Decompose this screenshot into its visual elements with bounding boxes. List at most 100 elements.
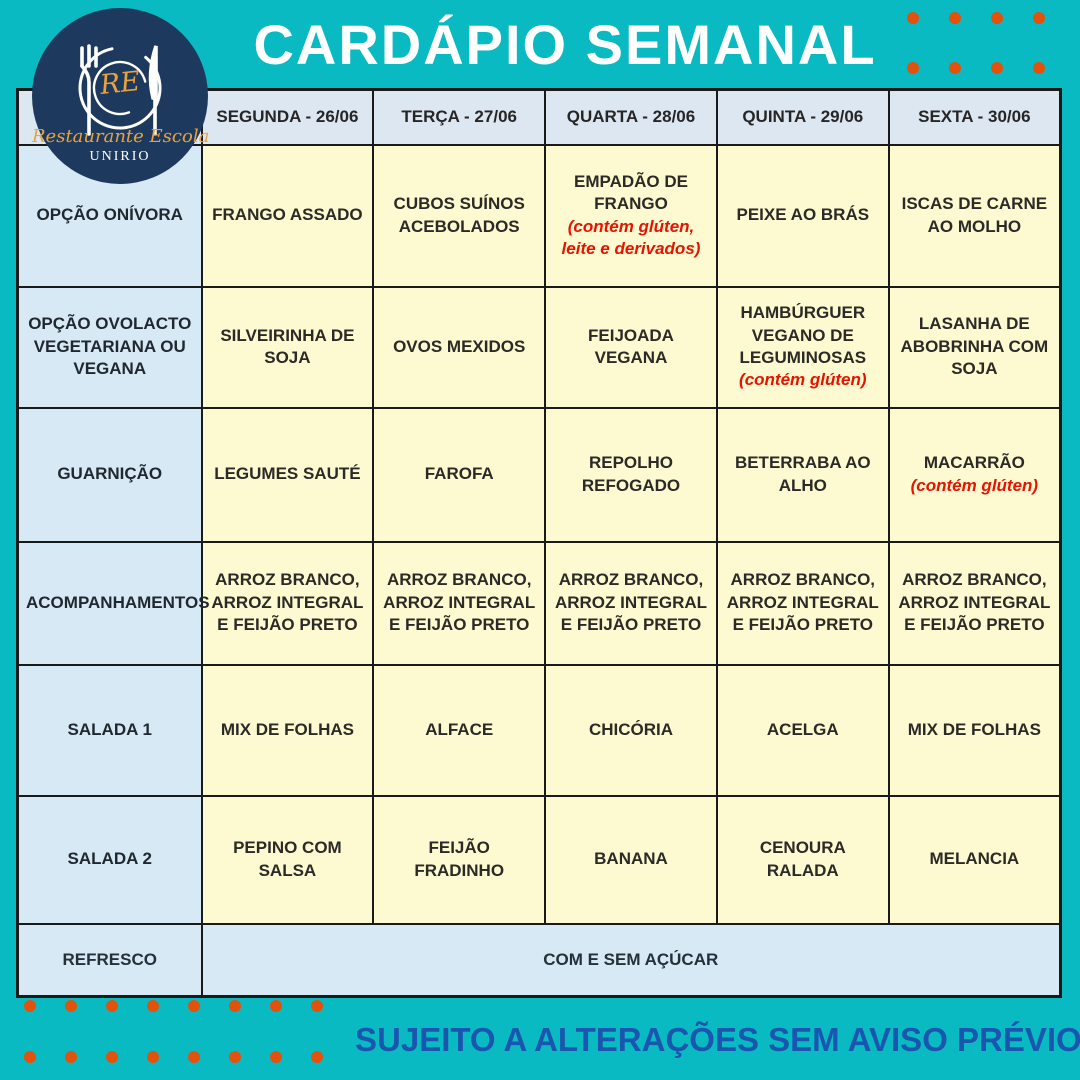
dot-icon	[24, 1000, 36, 1012]
restaurant-logo: RE Restaurante Escola UNIRIO	[32, 8, 210, 184]
dish-name: ARROZ BRANCO, ARROZ INTEGRAL E FEIJÃO PR…	[898, 570, 1051, 635]
day-header-cell: TERÇA - 27/06	[372, 88, 547, 146]
dot-icon	[907, 62, 919, 74]
dish-name: LEGUMES SAUTÉ	[214, 464, 361, 484]
dot-icon	[311, 1000, 323, 1012]
menu-cell: ARROZ BRANCO, ARROZ INTEGRAL E FEIJÃO PR…	[544, 540, 718, 666]
day-header-cell: QUARTA - 28/06	[544, 88, 718, 146]
dish-name: ARROZ BRANCO, ARROZ INTEGRAL E FEIJÃO PR…	[726, 570, 879, 635]
dot-icon	[229, 1051, 241, 1063]
menu-cell: LASANHA DE ABOBRINHA COM SOJA	[887, 285, 1062, 409]
dish-name: PEPINO COM SALSA	[233, 838, 342, 880]
menu-cell: PEIXE AO BRÁS	[715, 143, 890, 288]
menu-cell: ACELGA	[715, 663, 890, 797]
menu-cell: CENOURA RALADA	[715, 794, 890, 925]
row-label-cell: SALADA 2	[16, 794, 203, 925]
row-label-cell: ACOMPANHAMENTOS	[16, 540, 210, 666]
dish-name: OVOS MEXIDOS	[393, 336, 526, 356]
dot-icon	[949, 12, 961, 24]
allergen-note: (contém glúten, leite e derivados)	[561, 216, 701, 258]
dot-icon	[991, 62, 1003, 74]
dot-grid-top-right	[907, 12, 1045, 74]
menu-cell: SILVEIRINHA DE SOJA	[200, 285, 375, 409]
dish-name: HAMBÚRGUER VEGANO DE LEGUMINOSAS	[739, 303, 867, 367]
dish-name: ALFACE	[425, 719, 494, 739]
dish-name: FAROFA	[424, 464, 494, 484]
menu-cell: FEIJOADA VEGANA	[544, 285, 718, 409]
dot-icon	[147, 1051, 159, 1063]
table-row: SALADA 2 PEPINO COM SALSA FEIJÃO FRADINHO B…	[16, 794, 1062, 925]
logo-monogram: RE	[98, 65, 142, 102]
menu-cell: ARROZ BRANCO, ARROZ INTEGRAL E FEIJÃO PR…	[715, 540, 890, 666]
table-row: GUARNIÇÃO LEGUMES SAUTÉ FAROFA REPOLHO REFO…	[16, 406, 1062, 543]
menu-cell: PEPINO COM SALSA	[200, 794, 375, 925]
menu-table-body: OPÇÃO ONÍVORA FRANGO ASSADO CUBOS SUÍNOS A…	[16, 143, 1062, 998]
dish-name: ARROZ BRANCO, ARROZ INTEGRAL E FEIJÃO PR…	[383, 570, 536, 635]
table-row: SALADA 1 MIX DE FOLHAS ALFACE CHICÓRIA ACELG…	[16, 663, 1062, 797]
dish-name: MELANCIA	[929, 849, 1020, 869]
dot-icon	[229, 1000, 241, 1012]
dish-name: EMPADÃO DE FRANGO	[574, 171, 688, 214]
menu-cell: BANANA	[544, 794, 718, 925]
dot-icon	[24, 1051, 36, 1063]
dish-name: MIX DE FOLHAS	[907, 719, 1041, 739]
menu-cell: BETERRABA AO ALHO	[715, 406, 890, 543]
menu-cell: REPOLHO REFOGADO	[544, 406, 718, 543]
row-label-cell: REFRESCO	[16, 922, 203, 998]
page-title: CARDÁPIO SEMANAL	[253, 13, 877, 76]
menu-cell: MIX DE FOLHAS	[200, 663, 375, 797]
dish-name: MIX DE FOLHAS	[220, 719, 354, 739]
dish-name: CENOURA RALADA	[759, 838, 846, 880]
menu-table: SEGUNDA - 26/06 TERÇA - 27/06 QUARTA - 28/…	[16, 88, 1062, 998]
dish-name: ARROZ BRANCO, ARROZ INTEGRAL E FEIJÃO PR…	[211, 570, 364, 635]
logo-restaurant-name: Restaurante Escola	[32, 126, 210, 147]
dot-icon	[1033, 12, 1045, 24]
allergen-note: (contém glúten)	[739, 370, 867, 390]
table-row: OPÇÃO ONÍVORA FRANGO ASSADO CUBOS SUÍNOS A…	[16, 143, 1062, 288]
dot-icon	[188, 1000, 200, 1012]
menu-cell: ARROZ BRANCO, ARROZ INTEGRAL E FEIJÃO PR…	[372, 540, 547, 666]
menu-cell: EMPADÃO DE FRANGO (contém glúten, leite e…	[544, 143, 718, 288]
dot-icon	[907, 12, 919, 24]
menu-cell: LEGUMES SAUTÉ	[200, 406, 375, 543]
dot-icon	[311, 1051, 323, 1063]
dish-name: REPOLHO REFOGADO	[581, 453, 681, 495]
plate-cutlery-icon	[78, 44, 162, 136]
dot-icon	[106, 1051, 118, 1063]
menu-cell: ARROZ BRANCO, ARROZ INTEGRAL E FEIJÃO PR…	[887, 540, 1062, 666]
menu-cell: CUBOS SUÍNOS ACEBOLADOS	[372, 143, 547, 288]
menu-cell: FAROFA	[372, 406, 547, 543]
dish-name: LASANHA DE ABOBRINHA COM SOJA	[900, 314, 1049, 379]
dish-name: ISCAS DE CARNE AO MOLHO	[901, 194, 1048, 236]
dot-icon	[147, 1000, 159, 1012]
menu-cell: MACARRÃO (contém glúten)	[887, 406, 1062, 543]
table-row-refresco: REFRESCO COM E SEM AÇÚCAR	[16, 922, 1062, 998]
table-row: OPÇÃO OVOLACTO VEGETARIANA OU VEGANA SILV…	[16, 285, 1062, 409]
logo-university-name: UNIRIO	[89, 149, 151, 164]
dish-name: ARROZ BRANCO, ARROZ INTEGRAL E FEIJÃO PR…	[554, 570, 708, 635]
row-label-cell: SALADA 1	[16, 663, 203, 797]
dish-name: BANANA	[594, 849, 668, 869]
dot-icon	[106, 1000, 118, 1012]
dot-icon	[65, 1000, 77, 1012]
dot-icon	[65, 1051, 77, 1063]
menu-cell: HAMBÚRGUER VEGANO DE LEGUMINOSAS (contém …	[715, 285, 890, 409]
dot-grid-bottom-left	[24, 1000, 323, 1063]
row-label-cell: OPÇÃO OVOLACTO VEGETARIANA OU VEGANA	[16, 285, 203, 409]
menu-cell: ARROZ BRANCO, ARROZ INTEGRAL E FEIJÃO PR…	[200, 540, 375, 666]
dot-icon	[270, 1000, 282, 1012]
dot-icon	[1033, 62, 1045, 74]
day-header-cell: QUINTA - 29/06	[715, 88, 890, 146]
menu-cell: ISCAS DE CARNE AO MOLHO	[887, 143, 1062, 288]
footer-note: SUJEITO A ALTERAÇÕES SEM AVISO PRÉVIO!	[355, 1021, 1080, 1058]
dish-name: ACELGA	[766, 719, 839, 739]
day-header-cell: SEXTA - 30/06	[887, 88, 1062, 146]
allergen-note: (contém glúten)	[910, 475, 1039, 495]
dot-icon	[991, 12, 1003, 24]
menu-cell: MELANCIA	[887, 794, 1062, 925]
dish-name: FEIJOADA VEGANA	[588, 325, 674, 367]
dish-name: BETERRABA AO ALHO	[734, 453, 871, 495]
menu-cell: CHICÓRIA	[544, 663, 718, 797]
dot-icon	[949, 62, 961, 74]
